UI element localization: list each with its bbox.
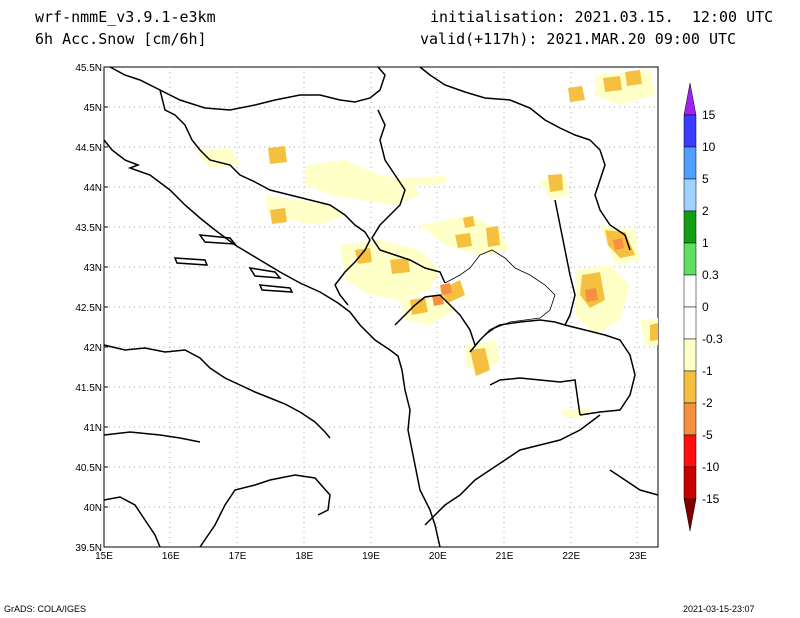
adriatic-east-coast [103,139,441,548]
coastlines-borders [103,66,659,548]
italy-south [103,496,161,548]
lon-tick-label: 20E [429,551,447,562]
lat-tick-label: 45N [84,103,102,114]
lat-tick-label: 42.5N [75,303,102,314]
colorbar-top-arrow [683,82,697,116]
colorbar-label: -10 [702,460,720,474]
lat-tick-label: 43.5N [75,223,102,234]
islands [173,234,294,293]
lat-tick-label: 41.5N [75,383,102,394]
colorbar-label: 2 [702,204,709,218]
colorbar-label: -1 [702,364,713,378]
italy-heel [103,431,201,443]
colorbar-swatch [683,370,697,404]
colorbar-swatch [683,466,697,500]
montenegro-albania-border [394,294,476,346]
lat-tick-label: 43N [84,263,102,274]
colorbar-swatch [683,274,697,308]
albania-greece-border [424,414,601,526]
colorbar-label: 0 [702,300,709,314]
lat-tick-label: 40N [84,503,102,514]
lon-tick-label: 22E [562,551,580,562]
snow-heavy-areas [432,238,624,306]
colorbar-swatch [683,402,697,436]
colorbar-label: 15 [702,108,716,122]
colorbar-swatch [683,114,697,148]
lat-tick-label: 42N [84,343,102,354]
sava-border [159,66,386,111]
colorbar-label: -5 [702,428,713,442]
colorbar-swatch [683,178,697,212]
colorbar-swatch [683,146,697,180]
croatia-bosnia-border [109,66,371,306]
lat-tick-label: 40.5N [75,463,102,474]
kosovo-border [444,249,556,346]
model-title: wrf-nmmE_v3.9.1-e3km [35,8,216,26]
colorbar-label: -15 [702,492,720,506]
lon-tick-label: 15E [95,551,113,562]
colorbar: 15 10 5 2 1 0.3 0 -0.3 -1 -2 -5 -10 -15 [683,82,723,532]
lat-tick-labels: 39.5N 40N 40.5N 41N 41.5N 42N 42.5N 43N 43.5N 44N… [75,63,108,554]
colorbar-label: 0.3 [702,268,719,282]
lon-tick-label: 23E [629,551,647,562]
lon-tick-label: 21E [496,551,514,562]
lon-tick-label: 19E [362,551,380,562]
greece-south-coast [609,469,659,496]
bulgaria-macedonia-border [564,324,636,416]
lat-tick-label: 41N [84,423,102,434]
colorbar-label: 5 [702,172,709,186]
footer-right: 2021-03-15-23:07 [683,604,755,614]
italy-coast [103,344,331,439]
colorbar-swatch [683,210,697,244]
colorbar-swatch [683,434,697,468]
bulgaria-serbia-border [554,199,576,326]
taranto-gulf [199,474,331,548]
field-title: 6h Acc.Snow [cm/6h] [35,30,207,48]
lat-tick-label: 44N [84,183,102,194]
bosnia-serbia-border [371,109,446,284]
romania-serbia-border [589,139,631,251]
colorbar-label: 1 [702,236,709,250]
lon-tick-label: 18E [295,551,313,562]
lon-tick-labels: 15E 16E 17E 18E 19E 20E 21E 22E 23E [95,551,647,562]
colorbar-swatch [683,306,697,340]
lon-tick-label: 17E [229,551,247,562]
colorbar-bottom-arrow [683,498,697,532]
lat-tick-label: 39.5N [75,543,102,554]
macedonia-greece-border [489,377,581,416]
colorbar-swatch [683,338,697,372]
serbia-hungary-border [419,66,591,141]
colorbar-label: -0.3 [702,332,723,346]
valid-time: valid(+117h): 2021.MAR.20 09:00 UTC [420,30,737,48]
colorbar-swatch [683,242,697,276]
lat-tick-label: 44.5N [75,143,102,154]
lon-tick-label: 16E [162,551,180,562]
colorbar-label: 10 [702,140,716,154]
footer-left: GrADS: COLA/IGES [4,604,87,614]
colorbar-label: -2 [702,396,713,410]
init-time: initialisation: 2021.03.15. 12:00 UTC [430,8,774,26]
lat-tick-label: 45.5N [75,63,102,74]
